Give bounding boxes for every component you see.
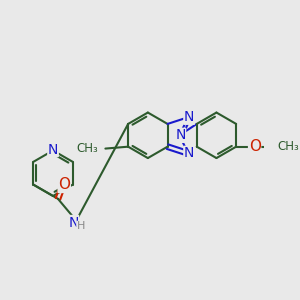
Text: CH₃: CH₃ — [277, 140, 299, 153]
Text: H: H — [77, 221, 85, 231]
Text: N: N — [184, 146, 194, 161]
Text: N: N — [184, 110, 194, 124]
Text: N: N — [68, 215, 79, 230]
Text: O: O — [249, 139, 261, 154]
Text: N: N — [48, 142, 58, 157]
Text: O: O — [58, 177, 70, 192]
Text: N: N — [175, 128, 186, 142]
Text: CH₃: CH₃ — [76, 142, 98, 155]
